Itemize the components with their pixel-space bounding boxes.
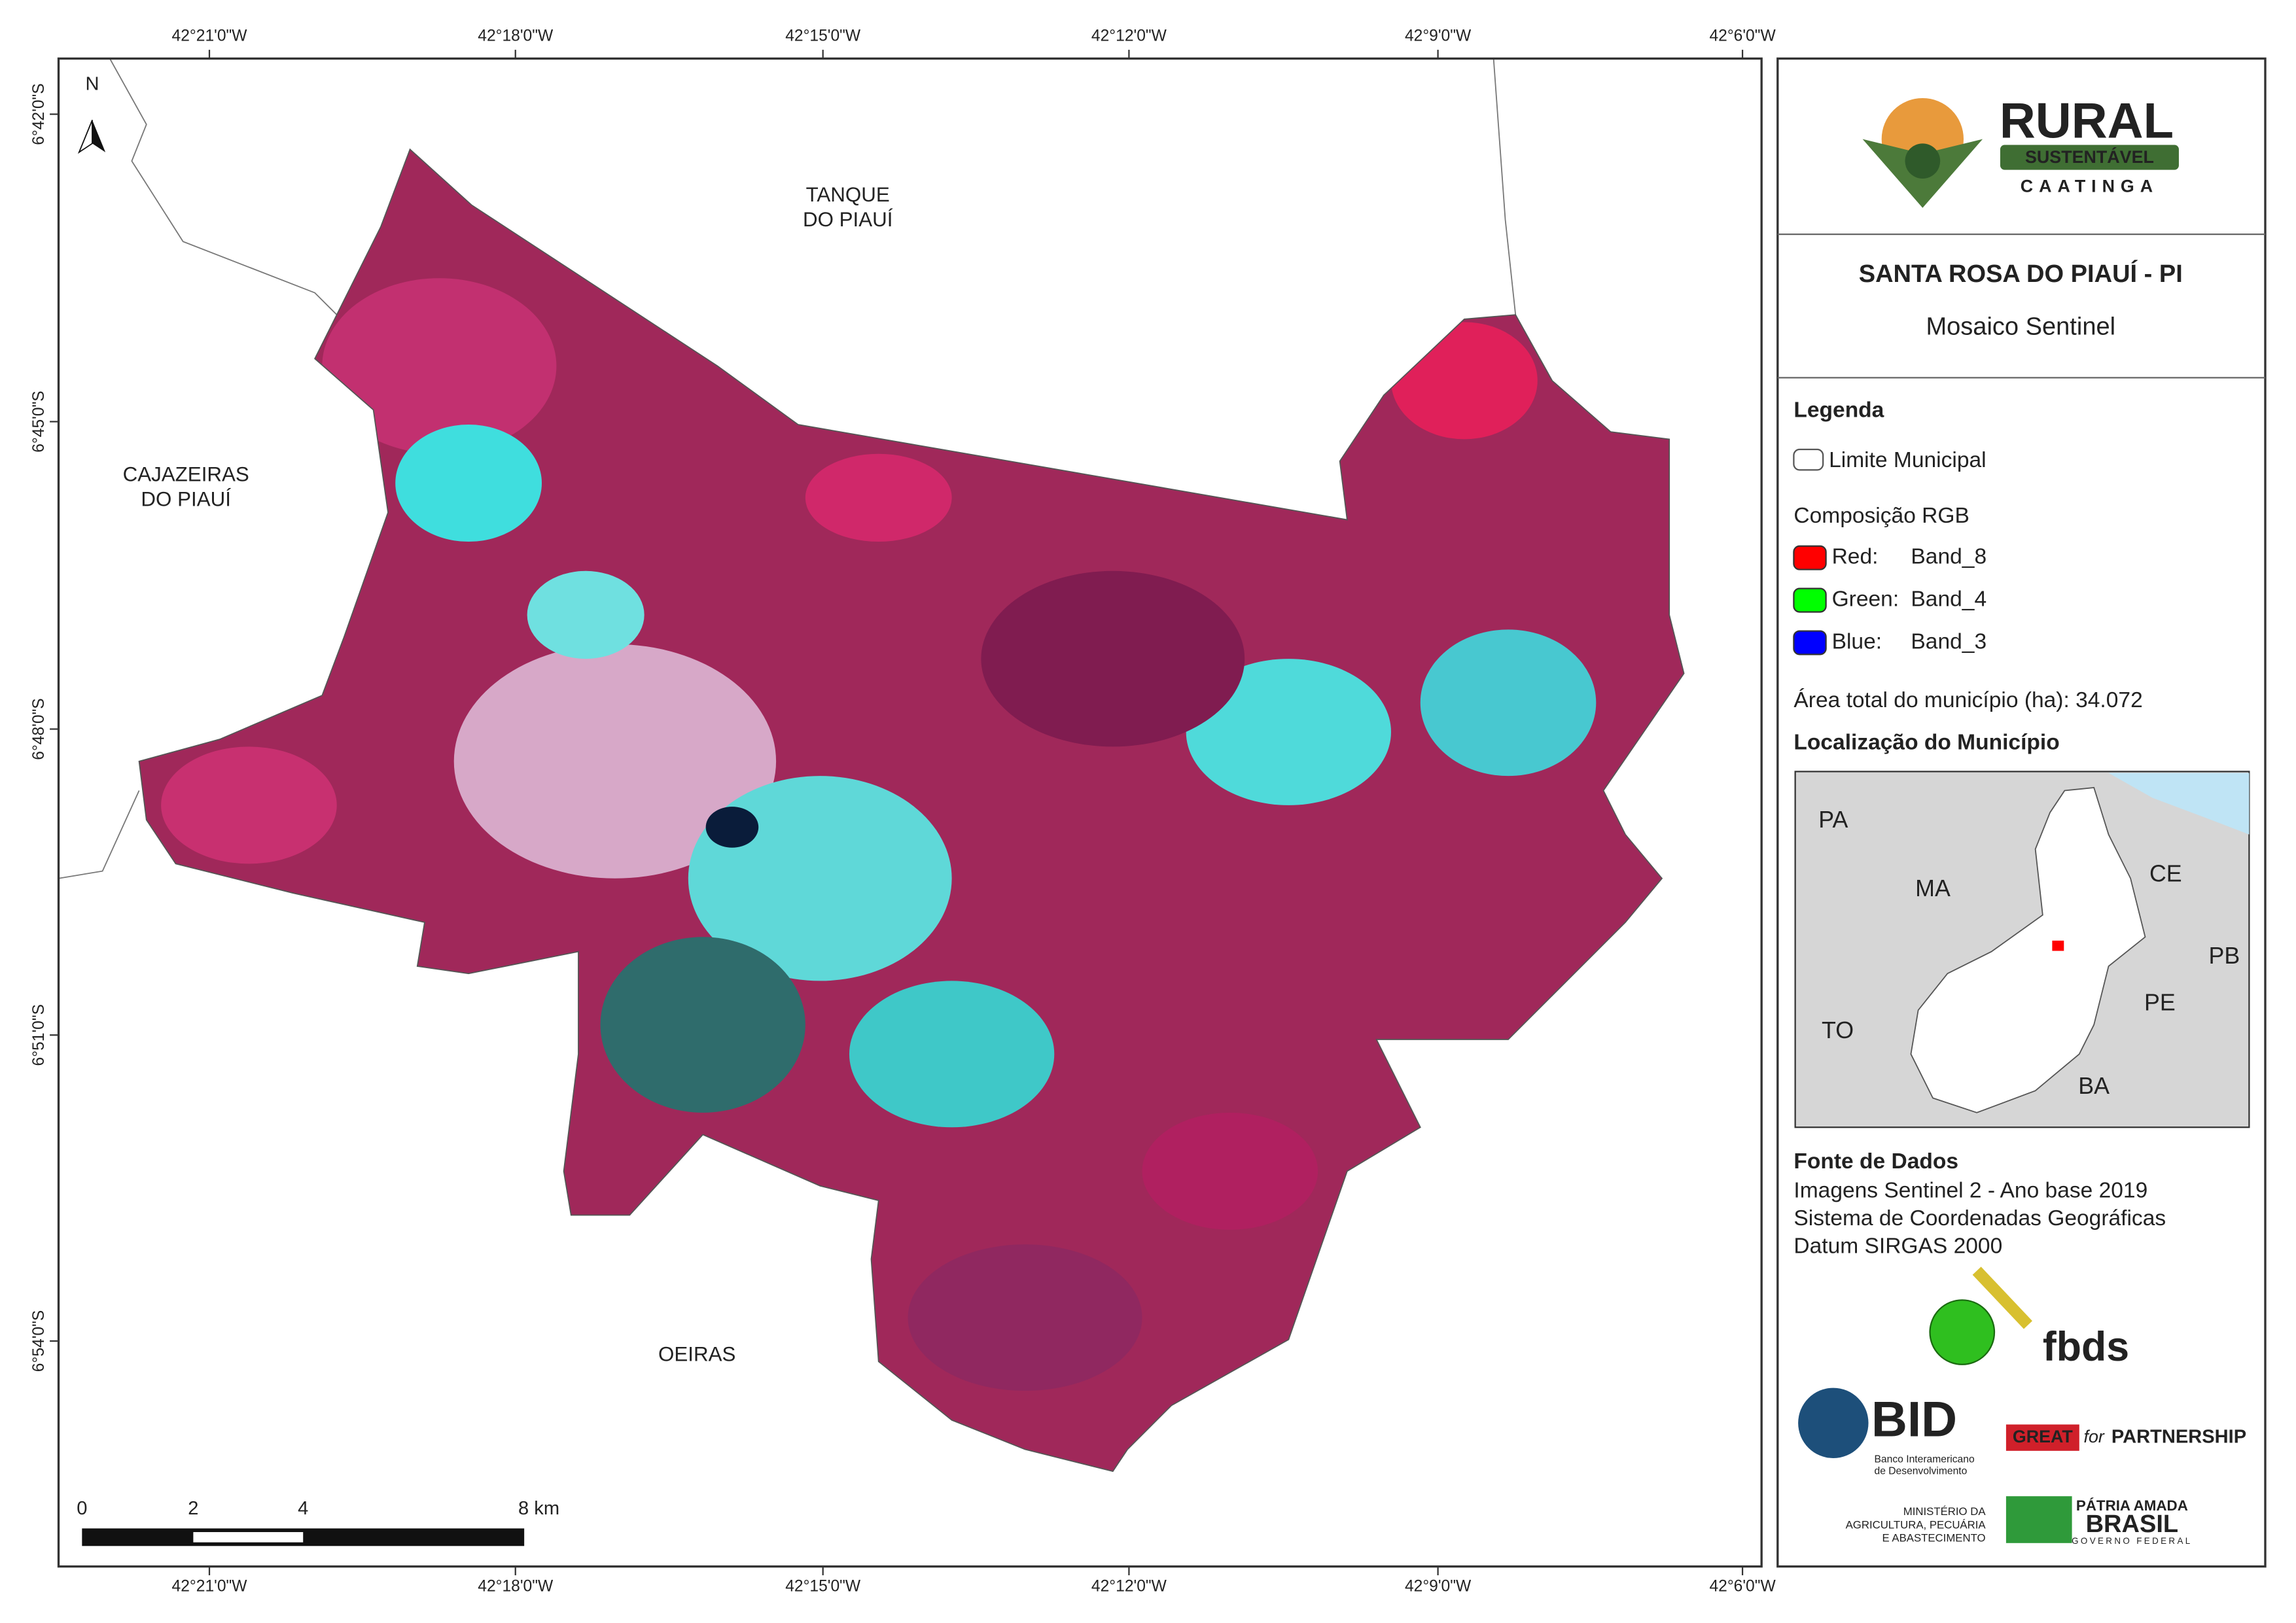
lon-label: 42°9'0"W — [1405, 1577, 1472, 1595]
legend-item: Red: — [1832, 545, 1879, 569]
sources-line: Imagens Sentinel 2 - Ano base 2019 — [1793, 1179, 2147, 1203]
lat-label: 6°54'0"S — [30, 1310, 48, 1372]
neighbor-boundary — [1492, 58, 1517, 315]
area-text: Área total do município (ha): 34.072 — [1793, 688, 2142, 712]
state-label: CE — [2149, 861, 2182, 887]
state-label: PE — [2144, 990, 2176, 1016]
band-swatch — [1793, 587, 1827, 613]
lon-label: 42°21'0"W — [172, 1577, 248, 1595]
scale-label: 4 — [298, 1498, 308, 1519]
lon-label: 42°15'0"W — [785, 27, 861, 44]
lon-label: 42°15'0"W — [785, 1577, 861, 1595]
legend-heading: Legenda — [1793, 398, 1884, 423]
place-label: OEIRAS — [658, 1343, 735, 1366]
ocean — [2108, 773, 2250, 835]
logo-fbds — [1929, 1299, 1996, 1365]
partner-text: for — [2084, 1427, 2105, 1446]
lon-label: 42°18'0"W — [478, 1577, 554, 1595]
legend-item: Band_3 — [1911, 629, 1987, 654]
logo-bid — [1798, 1387, 1869, 1459]
lon-label: 42°9'0"W — [1405, 27, 1472, 44]
lon-label: 42°12'0"W — [1091, 1577, 1167, 1595]
partner-text: AGRICULTURA, PECUÁRIA — [1846, 1518, 1987, 1531]
logo-rural — [1862, 97, 2179, 208]
lat-label: 6°45'0"S — [30, 391, 48, 452]
place-label: TANQUE — [806, 183, 890, 206]
legend-item: Blue: — [1832, 629, 1882, 654]
municipality-location — [2051, 939, 2066, 952]
piaui-state — [1910, 787, 2146, 1113]
partner-text: BID — [1871, 1391, 1957, 1447]
lon-label: 42°18'0"W — [478, 27, 554, 44]
lat-label: 6°51'0"S — [30, 1004, 48, 1066]
scale-label: 0 — [77, 1498, 87, 1519]
partner-text: de Desenvolvimento — [1874, 1465, 1967, 1476]
logo-text: SUSTENTÁVEL — [2025, 147, 2154, 167]
partner-text: MINISTÉRIO DA — [1903, 1505, 1987, 1518]
place-label: DO PIAUÍ — [141, 488, 231, 511]
logo-great — [2005, 1424, 2079, 1451]
state-label: BA — [2078, 1073, 2110, 1099]
state-label: MA — [1915, 875, 1951, 901]
scale-bar — [193, 1532, 304, 1543]
place-label: DO PIAUÍ — [803, 208, 893, 231]
state-label: PA — [1818, 807, 1848, 833]
neighbor-boundary — [109, 58, 338, 315]
logo-brasil — [2005, 1496, 2072, 1543]
north-arrow — [77, 120, 93, 154]
partner-text: Banco Interamericano — [1874, 1454, 1974, 1465]
map-frame — [57, 57, 1763, 1568]
sources-line: Sistema de Coordenadas Geográficas — [1793, 1206, 2166, 1230]
partner-text: E ABASTECIMENTO — [1882, 1532, 1985, 1544]
partner-text: PÁTRIA AMADA — [2076, 1497, 2188, 1514]
scale-label: 8 km — [518, 1498, 559, 1519]
legend-item: Band_8 — [1911, 545, 1987, 569]
sources-heading: Fonte de Dados — [1793, 1149, 1958, 1174]
title: SANTA ROSA DO PIAUÍ - PI — [1859, 259, 2183, 288]
lon-label: 42°21'0"W — [172, 27, 248, 44]
place-label: CAJAZEIRAS — [123, 463, 249, 486]
partner-text: PARTNERSHIP — [2111, 1426, 2246, 1447]
logo-text: CAATINGA — [2021, 177, 2159, 196]
partner-text: GOVERNO FEDERAL — [2072, 1536, 2192, 1546]
legend-item: Green: — [1832, 587, 1899, 611]
scale-label: 2 — [188, 1498, 198, 1519]
state-label: PB — [2208, 943, 2240, 969]
legend-item: Band_4 — [1911, 587, 1987, 611]
north-label: N — [85, 73, 99, 94]
location-heading: Localização do Município — [1793, 731, 2059, 755]
neighbor-boundary — [58, 790, 140, 879]
partner-text: BRASIL — [2086, 1510, 2179, 1538]
legend-subheading: Composição RGB — [1793, 504, 1969, 528]
lon-label: 42°12'0"W — [1091, 27, 1167, 44]
partner-text: GREAT — [2013, 1427, 2074, 1446]
state-label: TO — [1822, 1017, 1854, 1043]
legend-item: Limite Municipal — [1829, 448, 1987, 472]
band-swatch — [1793, 545, 1827, 570]
partner-text: fbds — [2043, 1324, 2129, 1370]
lat-label: 6°48'0"S — [30, 698, 48, 759]
sources-line: Datum SIRGAS 2000 — [1793, 1234, 2002, 1259]
logo-fbds — [1972, 1266, 2032, 1329]
logo-text: RURAL — [2000, 93, 2174, 148]
north-arrow — [92, 120, 106, 152]
subtitle: Mosaico Sentinel — [1926, 313, 2115, 340]
lon-label: 42°6'0"W — [1709, 27, 1776, 44]
boundary-swatch — [1793, 448, 1824, 471]
lat-label: 6°42'0"S — [30, 83, 48, 145]
band-swatch — [1793, 630, 1827, 655]
lon-label: 42°6'0"W — [1709, 1577, 1776, 1595]
